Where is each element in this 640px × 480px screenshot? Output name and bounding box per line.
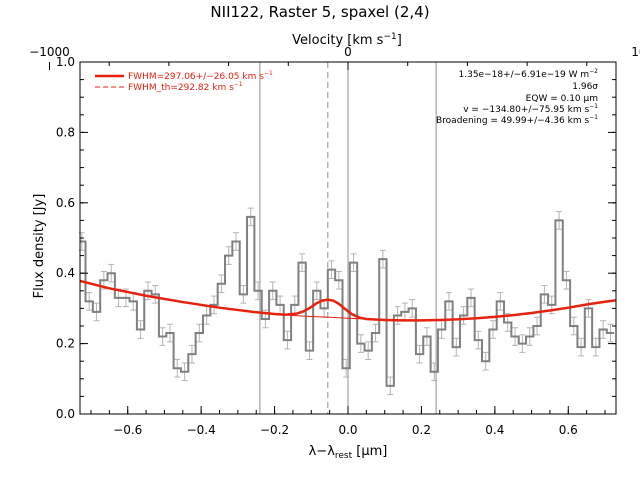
x-tick-label: 0.0 [338,423,357,437]
x-tick-label: 0.4 [485,423,504,437]
y-axis-label: Flux density [Jy] [32,194,47,299]
y-tick-label: 0.2 [56,337,75,351]
y-tick-label: 0.4 [56,266,75,280]
spectrum-step-line [80,215,615,387]
top-axis-label-close: ] [397,33,402,48]
guide-lines [259,62,437,414]
top-axis-label-sup: −1 [383,32,396,42]
annotation-sigma: 1.96σ [572,82,598,92]
y-tick-label: 0.6 [56,196,75,210]
legend-label-fwhm: FWHM=297.06+/−26.05 km s−1 [128,70,273,82]
annotation-broadening-text: Broadening = 49.99+/−4.36 km s [436,116,589,126]
x-tick-label: −0.4 [187,423,216,437]
annotation-flux-sup: −2 [589,68,598,75]
x-tick-label: 0.6 [559,423,578,437]
top-axis-label-text: Velocity [km s [292,33,384,48]
x-tick-label: 0.2 [412,423,431,437]
chart-marks [79,215,617,387]
y-tick-label: 1.0 [56,55,75,69]
legend-label-fwhm-th-text: FWHM_th=292.82 km s [128,83,234,93]
annotation-velocity-sup: −1 [589,103,598,110]
annotation-velocity-text: v = −134.80+/−75.95 km s [463,105,589,115]
fit-curve [79,279,617,322]
x-axis-label: λ−λrest [μm] [309,444,388,461]
chart-title: NII122, Raster 5, spaxel (2,4) [210,3,429,21]
top-axis-label: Velocity [km s−1] [292,32,402,48]
annotation-velocity: v = −134.80+/−75.95 km s−1 [463,103,598,115]
annotation-broadening: Broadening = 49.99+/−4.36 km s−1 [436,114,598,126]
top-tick-label: 1000 [631,45,640,59]
annotation-flux-text: 1.35e−18+/−6.91e−19 W m [459,70,590,80]
top-tick-label: 0 [344,45,352,59]
x-tick-label: −0.6 [113,423,142,437]
legend-label-fwhm-sup: −1 [264,70,273,77]
y-tick-label: 0.8 [56,125,75,139]
x-tick-label: −0.2 [260,423,289,437]
axes: −0.6 −0.4 −0.2 0.0 0.2 0.4 0.6 0.0 0.2 0.4 0.6 0.8 1… [29,45,640,437]
x-axis-label-unit: [μm] [352,444,387,459]
x-axis-label-sub: rest [335,451,353,461]
annotation-flux: 1.35e−18+/−6.91e−19 W m−2 [459,68,599,80]
annotation-eqw: EQW = 0.10 μm [526,94,598,104]
x-axis-label-text: λ−λ [309,444,336,459]
legend-label-fwhm-th-sup: −1 [234,81,243,88]
legend: FWHM=297.06+/−26.05 km s−1 FWHM_th=292.8… [95,70,273,93]
legend-label-fwhm-th: FWHM_th=292.82 km s−1 [128,81,243,93]
fit-annotations: 1.35e−18+/−6.91e−19 W m−2 1.96σ EQW = 0.… [436,68,598,126]
top-tick-label: −1000 [29,45,70,59]
legend-label-fwhm-text: FWHM=297.06+/−26.05 km s [128,72,264,82]
annotation-broadening-sup: −1 [589,114,598,121]
y-tick-label: 0.0 [56,407,75,421]
